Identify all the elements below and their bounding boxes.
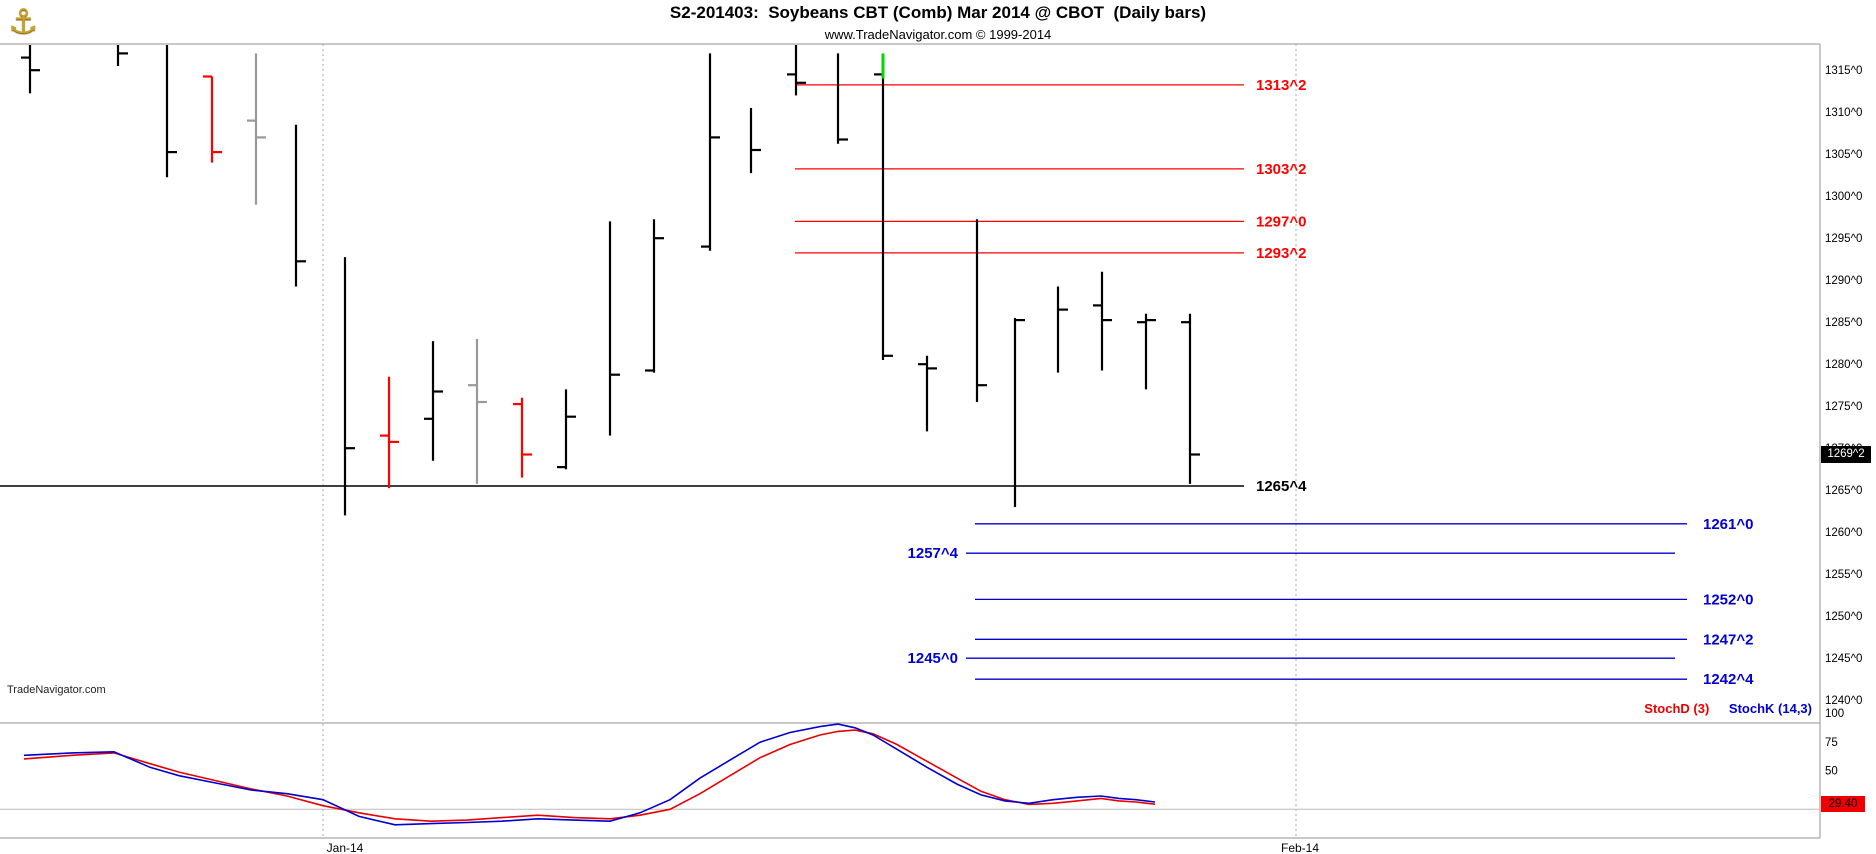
price-axis-label: 1255^0 <box>1825 569 1862 581</box>
stochd-line <box>23 729 1156 823</box>
watermark: TradeNavigator.com <box>7 684 106 696</box>
x-axis-label: Feb-14 <box>1281 841 1319 854</box>
stoch-axis-label: 75 <box>1825 737 1838 749</box>
resistance-label: 1303^2 <box>1256 161 1306 178</box>
price-axis-label: 1310^0 <box>1825 107 1862 119</box>
price-axis-label: 1265^0 <box>1825 485 1862 497</box>
support-label: 1252^0 <box>1703 591 1753 608</box>
price-axis-label: 1295^0 <box>1825 233 1862 245</box>
stoch-value-badge: 29.40 <box>1821 796 1865 812</box>
support-label: 1261^0 <box>1703 516 1753 533</box>
pivot-label: 1265^4 <box>1256 478 1307 495</box>
price-axis-label: 1290^0 <box>1825 275 1862 287</box>
support-label: 1245^0 <box>908 650 958 667</box>
stochk-legend-label[interactable]: StochK (14,3) <box>1728 701 1812 716</box>
price-axis-label: 1260^0 <box>1825 527 1862 539</box>
app-logo-icon: ⚓ <box>8 3 39 41</box>
price-axis-label: 1275^0 <box>1825 401 1862 413</box>
stochd-legend-label[interactable]: StochD (3) <box>1644 701 1710 716</box>
support-label: 1257^4 <box>908 545 959 562</box>
chart-subtitle: www.TradeNavigator.com © 1999-2014 <box>824 27 1052 42</box>
stoch-axis-label: 100 <box>1825 708 1844 720</box>
stoch-axis-label: 50 <box>1825 766 1838 778</box>
support-label: 1242^4 <box>1703 671 1754 688</box>
resistance-label: 1297^0 <box>1256 213 1306 230</box>
price-axis-label: 1250^0 <box>1825 611 1862 623</box>
price-axis-label: 1240^0 <box>1825 695 1862 707</box>
resistance-label: 1313^2 <box>1256 77 1306 94</box>
price-axis-label: 1245^0 <box>1825 653 1862 665</box>
price-axis-label: 1315^0 <box>1825 65 1862 77</box>
chart-title: S2-201403: Soybeans CBT (Comb) Mar 2014 … <box>669 3 1207 22</box>
support-label: 1247^2 <box>1703 631 1753 648</box>
price-axis-label: 1300^0 <box>1825 191 1862 203</box>
stochk-line <box>23 723 1156 826</box>
price-axis-label: 1305^0 <box>1825 149 1862 161</box>
price-axis-label: 1285^0 <box>1825 317 1862 329</box>
stoch-legend: StochD (3) StochK (14,3) <box>0 701 1812 716</box>
x-axis-label: Jan-14 <box>327 841 364 854</box>
price-axis-label: 1280^0 <box>1825 359 1862 371</box>
last-price-badge: 1269^2 <box>1821 446 1871 463</box>
resistance-label: 1293^2 <box>1256 245 1306 262</box>
